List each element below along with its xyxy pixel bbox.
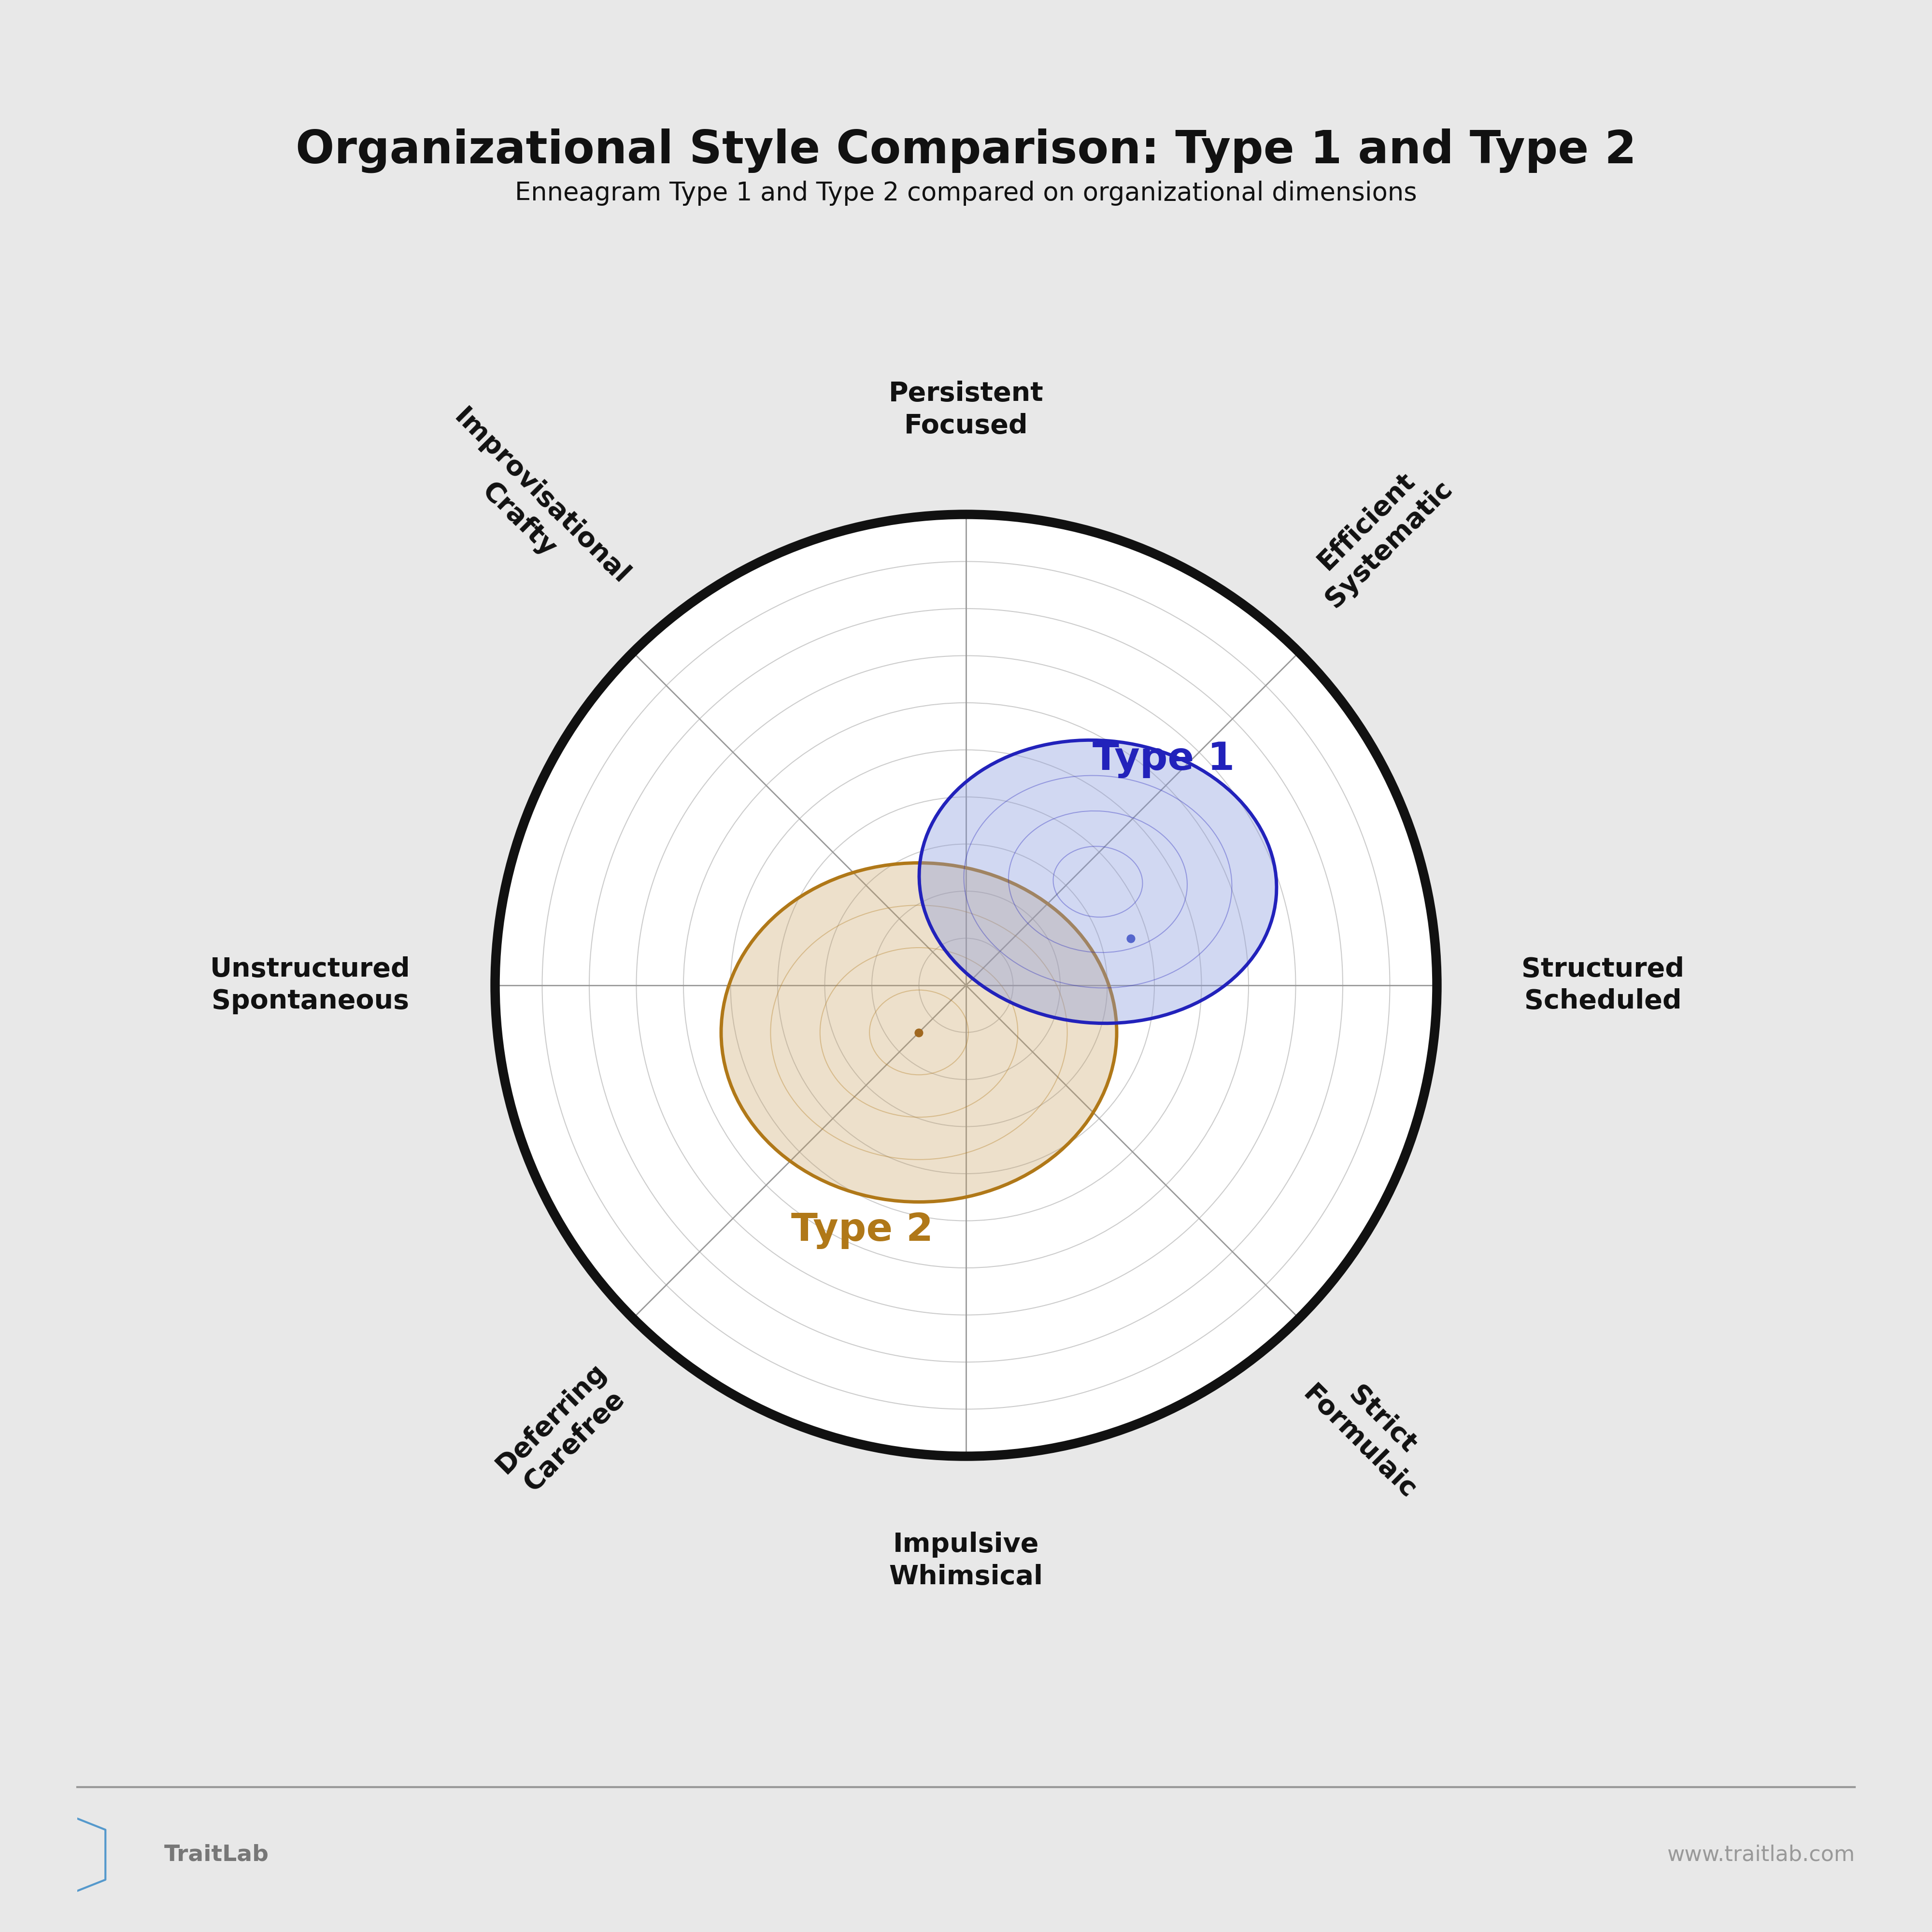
Text: Structured
Scheduled: Structured Scheduled [1522,956,1685,1014]
Text: Deferring
Carefree: Deferring Carefree [491,1358,634,1501]
Text: Unstructured
Spontaneous: Unstructured Spontaneous [211,956,410,1014]
Text: Enneagram Type 1 and Type 2 compared on organizational dimensions: Enneagram Type 1 and Type 2 compared on … [516,182,1416,205]
Text: Type 1: Type 1 [1094,740,1235,779]
Text: Strict
Formulaic: Strict Formulaic [1298,1358,1443,1505]
Ellipse shape [721,864,1117,1202]
Ellipse shape [920,740,1277,1024]
Text: Type 2: Type 2 [792,1211,933,1250]
Text: TraitLab: TraitLab [164,1843,269,1866]
Text: Efficient
Systematic: Efficient Systematic [1298,452,1457,612]
Text: Organizational Style Comparison: Type 1 and Type 2: Organizational Style Comparison: Type 1 … [296,128,1636,174]
Text: Improvisational
Crafty: Improvisational Crafty [427,404,634,612]
Text: Persistent
Focused: Persistent Focused [889,381,1043,439]
Text: www.traitlab.com: www.traitlab.com [1667,1845,1855,1864]
Text: Impulsive
Whimsical: Impulsive Whimsical [889,1532,1043,1590]
Circle shape [495,514,1437,1457]
